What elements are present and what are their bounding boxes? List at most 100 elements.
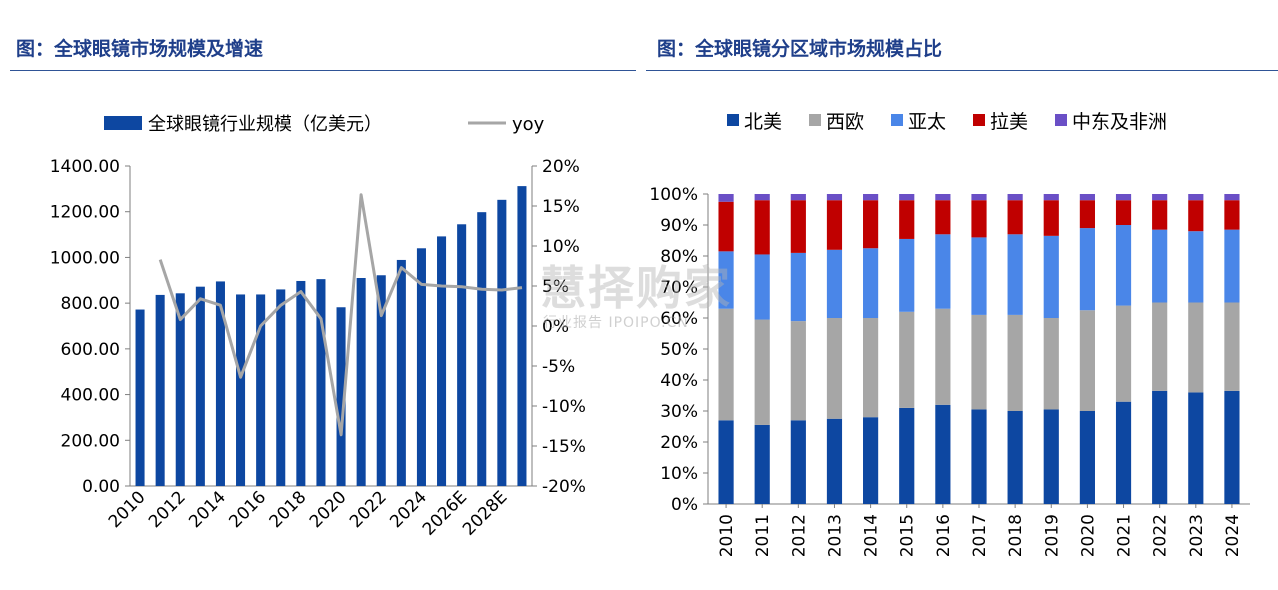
share-legend-label: 中东及非洲 xyxy=(1072,111,1167,133)
left-y-tick-label: 600.00 xyxy=(61,340,120,360)
share-y-tick-label: 70% xyxy=(660,278,698,298)
yoy-line xyxy=(158,193,523,437)
share-x-tick-label: 2010 xyxy=(717,514,737,557)
left-y-tick-label: 400.00 xyxy=(61,386,120,406)
stacked-segment xyxy=(1188,231,1204,303)
stacked-segment xyxy=(1043,318,1059,410)
stacked-segment xyxy=(754,194,770,201)
stacked-segment xyxy=(754,200,770,255)
left-y-tick-label: 800.00 xyxy=(61,294,120,314)
right-y-tick-label: -20% xyxy=(542,477,586,497)
share-y-tick-label: 50% xyxy=(660,340,698,360)
stacked-segment xyxy=(1007,200,1023,235)
legend-swatch-bar xyxy=(104,116,142,130)
share-x-tick-label: 2014 xyxy=(862,514,882,557)
stacked-segment xyxy=(1224,390,1240,504)
bar-market-size xyxy=(437,236,447,486)
stacked-segment xyxy=(718,194,734,202)
legend-label-bar: 全球眼镜行业规模（亿美元） xyxy=(148,114,382,135)
stacked-segment xyxy=(935,194,951,201)
stacked-segment xyxy=(1043,409,1059,504)
left-y-tick-label: 1200.00 xyxy=(50,203,120,223)
share-x-tick-label: 2021 xyxy=(1115,514,1135,557)
stacked-segment xyxy=(754,319,770,425)
stacked-segment xyxy=(718,308,734,421)
stacked-segment xyxy=(863,248,879,318)
share-legend-label: 拉美 xyxy=(990,111,1028,133)
share-y-tick-label: 100% xyxy=(649,185,698,205)
left-header-rule xyxy=(10,70,636,71)
stacked-segment xyxy=(1188,392,1204,504)
share-legend-label: 亚太 xyxy=(908,111,946,133)
share-y-tick-label: 0% xyxy=(671,495,698,515)
bar-market-size xyxy=(477,212,487,486)
share-y-tick-label: 20% xyxy=(660,433,698,453)
share-y-tick-label: 30% xyxy=(660,402,698,422)
share-legend-swatch xyxy=(809,114,821,126)
bar-market-size xyxy=(396,259,406,486)
stacked-segment xyxy=(863,200,879,249)
share-x-tick-label: 2011 xyxy=(753,514,773,557)
stacked-segment xyxy=(1115,305,1132,402)
stacked-segment xyxy=(1115,194,1132,201)
bar-market-size xyxy=(195,286,205,486)
bar-market-size xyxy=(135,309,145,486)
stacked-segment xyxy=(1079,411,1095,504)
bar-market-size xyxy=(175,293,185,486)
left-y-tick-label: 200.00 xyxy=(61,431,120,451)
left-y-tick-label: 0.00 xyxy=(82,477,120,497)
bar-market-size xyxy=(155,294,165,486)
stacked-segment xyxy=(1224,302,1240,391)
stacked-segment xyxy=(935,404,951,504)
share-x-tick-label: 2024 xyxy=(1223,514,1243,557)
stacked-segment xyxy=(1152,200,1168,230)
bar-market-size xyxy=(517,186,527,486)
share-x-tick-label: 2012 xyxy=(789,514,809,557)
bar-market-size xyxy=(376,275,386,486)
right-y-tick-label: -10% xyxy=(542,397,586,417)
share-x-tick-label: 2022 xyxy=(1151,514,1171,557)
stacked-segment xyxy=(971,237,987,315)
stacked-segment xyxy=(1079,200,1095,229)
share-y-tick-label: 80% xyxy=(660,247,698,267)
stacked-segment xyxy=(1188,302,1204,393)
bar-market-size xyxy=(457,224,467,487)
stacked-segment xyxy=(826,194,843,201)
stacked-segment xyxy=(1007,194,1023,201)
stacked-segment xyxy=(971,200,987,238)
share-y-tick-label: 40% xyxy=(660,371,698,391)
stacked-segment xyxy=(826,200,843,250)
stacked-segment xyxy=(899,200,915,239)
stacked-segment xyxy=(1224,194,1240,201)
stacked-segment xyxy=(1115,401,1132,504)
share-y-tick-label: 90% xyxy=(660,216,698,236)
bar-market-size xyxy=(256,294,266,486)
bar-market-size xyxy=(416,248,426,486)
share-legend-label: 西欧 xyxy=(826,111,864,133)
right-y-tick-label: 0% xyxy=(542,317,569,337)
stacked-segment xyxy=(790,420,806,504)
stacked-segment xyxy=(826,249,843,318)
left-chart-title: 图：全球眼镜市场规模及增速 xyxy=(16,38,264,60)
right-y-tick-label: 15% xyxy=(542,197,580,217)
stacked-segment xyxy=(971,314,987,410)
right-y-tick-label: 20% xyxy=(542,157,580,177)
right-y-tick-label: -15% xyxy=(542,437,586,457)
stacked-segment xyxy=(1152,229,1168,303)
stacked-segment xyxy=(863,318,879,418)
stacked-segment xyxy=(863,194,879,201)
stacked-segment xyxy=(1115,200,1132,225)
market-size-chart: 0.00 200.00 400.00 600.00 800.00 1000.00 1200.… xyxy=(50,114,586,540)
stacked-segment xyxy=(1188,200,1204,232)
stacked-segment xyxy=(790,194,806,201)
stacked-segment xyxy=(863,417,879,504)
bar-market-size xyxy=(215,281,225,486)
stacked-segment xyxy=(1115,225,1132,306)
share-legend-swatch xyxy=(891,114,903,126)
stacked-segment xyxy=(1079,228,1095,311)
right-y-tick-label: 10% xyxy=(542,237,580,257)
stacked-segment xyxy=(1079,194,1095,201)
share-x-tick-label: 2017 xyxy=(970,514,990,557)
stacked-segment xyxy=(718,201,734,252)
